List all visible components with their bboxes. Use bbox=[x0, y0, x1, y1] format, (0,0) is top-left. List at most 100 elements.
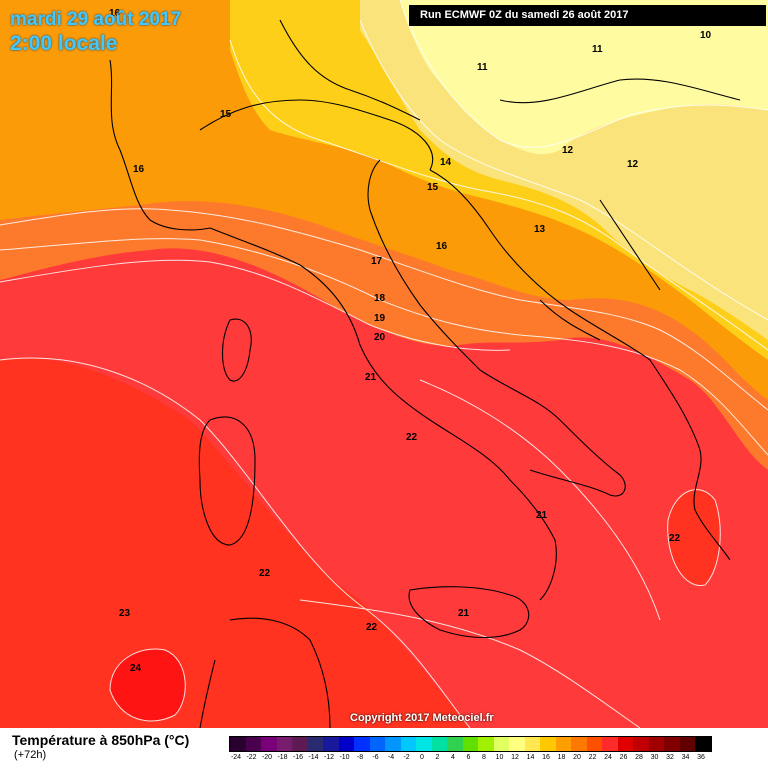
contour-label-22: 22 bbox=[366, 622, 378, 633]
color-scale-swatch bbox=[416, 737, 432, 751]
contour-label-23: 23 bbox=[119, 608, 131, 619]
contour-label-22: 22 bbox=[406, 432, 418, 443]
contour-label-21: 21 bbox=[365, 372, 377, 383]
color-scale-label: -24 bbox=[230, 754, 242, 761]
color-scale-label: 2 bbox=[435, 754, 440, 761]
zone-10-12 bbox=[400, 0, 768, 155]
color-scale-swatch bbox=[431, 737, 447, 751]
color-scale-label: 16 bbox=[542, 754, 550, 761]
color-scale bbox=[229, 736, 712, 752]
isolines bbox=[0, 0, 768, 728]
contour-label-21: 21 bbox=[458, 608, 470, 619]
contour-label-13: 13 bbox=[534, 224, 546, 235]
color-scale-label: 20 bbox=[573, 754, 581, 761]
contour-label-22: 22 bbox=[259, 568, 271, 579]
color-scale-swatch bbox=[571, 737, 587, 751]
color-scale-swatch bbox=[648, 737, 664, 751]
color-scale-swatch bbox=[323, 737, 339, 751]
color-scale-label: 8 bbox=[482, 754, 486, 761]
color-scale-label: 0 bbox=[420, 754, 424, 761]
color-scale-swatch bbox=[478, 737, 494, 751]
color-scale-label: -10 bbox=[339, 754, 350, 761]
variable-name: Température à 850hPa (°C) bbox=[12, 732, 190, 748]
color-scale-swatch bbox=[292, 737, 308, 751]
color-scale-label: -2 bbox=[403, 754, 410, 761]
color-scale-label: 34 bbox=[681, 754, 690, 761]
color-scale-swatch bbox=[245, 737, 261, 751]
contour-label-16: 16 bbox=[436, 241, 448, 252]
color-scale-swatch bbox=[400, 737, 416, 751]
color-scale-label: 18 bbox=[557, 754, 566, 761]
color-scale-label: -18 bbox=[277, 754, 288, 761]
coastlines bbox=[109, 19, 741, 728]
color-scale-label: 12 bbox=[511, 754, 519, 761]
color-scale-swatch bbox=[602, 737, 618, 751]
color-scale-swatch bbox=[261, 737, 277, 751]
color-scale-swatch bbox=[369, 737, 385, 751]
color-scale-label: -12 bbox=[323, 754, 335, 761]
color-scale-swatch bbox=[462, 737, 478, 751]
color-scale-swatch bbox=[509, 737, 525, 751]
contour-label-15: 15 bbox=[427, 182, 439, 193]
color-scale-label: -14 bbox=[308, 754, 319, 761]
color-scale-swatch bbox=[338, 737, 354, 751]
color-scale-label: 30 bbox=[650, 754, 659, 761]
color-scale-swatch bbox=[276, 737, 292, 751]
color-scale-label: 14 bbox=[526, 754, 535, 761]
color-scale-label: -8 bbox=[356, 754, 364, 761]
color-scale-swatch bbox=[493, 737, 509, 751]
contour-label-12: 12 bbox=[562, 145, 574, 156]
color-scale-label: -22 bbox=[246, 754, 257, 761]
color-scale-label: 4 bbox=[451, 754, 455, 761]
color-scale-swatch bbox=[695, 737, 711, 751]
contour-label-16: 16 bbox=[133, 164, 145, 175]
color-scale-swatch bbox=[679, 737, 695, 751]
contour-label-20: 20 bbox=[374, 332, 386, 343]
contour-label-18: 18 bbox=[374, 293, 386, 304]
color-scale-label: 28 bbox=[635, 754, 643, 761]
color-scale-swatch bbox=[555, 737, 571, 751]
color-scale-label: 26 bbox=[619, 754, 628, 761]
contour-label-24: 24 bbox=[130, 663, 142, 674]
contour-label-21: 21 bbox=[536, 510, 548, 521]
color-scale-swatch bbox=[230, 737, 246, 751]
contour-label-11: 11 bbox=[592, 44, 603, 55]
color-scale-label: -4 bbox=[387, 754, 395, 761]
map-date-title: mardi 29 août 2017 bbox=[10, 9, 182, 30]
color-scale-label: -20 bbox=[261, 754, 273, 761]
copyright-text: Copyright 2017 Meteociel.fr bbox=[350, 712, 494, 724]
contour-label-17: 17 bbox=[371, 256, 383, 267]
legend-footer: Température à 850hPa (°C) (+72h) -24 -22-… bbox=[0, 728, 768, 768]
contour-label-19: 19 bbox=[374, 313, 386, 324]
contour-label-15: 15 bbox=[220, 109, 232, 120]
color-scale-swatch bbox=[586, 737, 602, 751]
zone-24-26 bbox=[110, 649, 186, 722]
contour-label-22: 22 bbox=[669, 533, 681, 544]
color-scale-swatch bbox=[633, 737, 649, 751]
color-scale-label: 24 bbox=[604, 754, 612, 761]
lead-time: (+72h) bbox=[14, 749, 47, 761]
contour-labels: 10 11 11 12 12 13 14 15 15 16 16 16 17 1… bbox=[109, 8, 712, 674]
contour-label-11: 11 bbox=[477, 62, 488, 73]
color-scale-label: -16 bbox=[292, 754, 304, 761]
color-scale-swatch bbox=[354, 737, 370, 751]
color-scale-label: 36 bbox=[697, 754, 705, 761]
color-scale-swatch bbox=[307, 737, 323, 751]
contour-label-12: 12 bbox=[627, 159, 639, 170]
color-scale-swatch bbox=[447, 737, 463, 751]
color-scale-label: 22 bbox=[588, 754, 597, 761]
color-scale-swatch bbox=[540, 737, 556, 751]
zone-22-greece bbox=[667, 489, 721, 586]
color-scale-swatch bbox=[385, 737, 401, 751]
color-scale-swatch bbox=[524, 737, 540, 751]
color-scale-label: 32 bbox=[666, 754, 674, 761]
contour-label-14: 14 bbox=[440, 157, 452, 168]
color-scale-swatch bbox=[617, 737, 633, 751]
color-scale-label: 6 bbox=[466, 754, 471, 761]
color-scale-label: 10 bbox=[495, 754, 504, 761]
contour-label-10: 10 bbox=[700, 30, 712, 41]
color-scale-label: -6 bbox=[372, 754, 379, 761]
temperature-map: 10 11 11 12 12 13 14 15 15 16 16 16 17 1… bbox=[0, 0, 768, 728]
run-info: Run ECMWF 0Z du samedi 26 août 2017 bbox=[409, 5, 766, 26]
color-scale-swatch bbox=[664, 737, 680, 751]
